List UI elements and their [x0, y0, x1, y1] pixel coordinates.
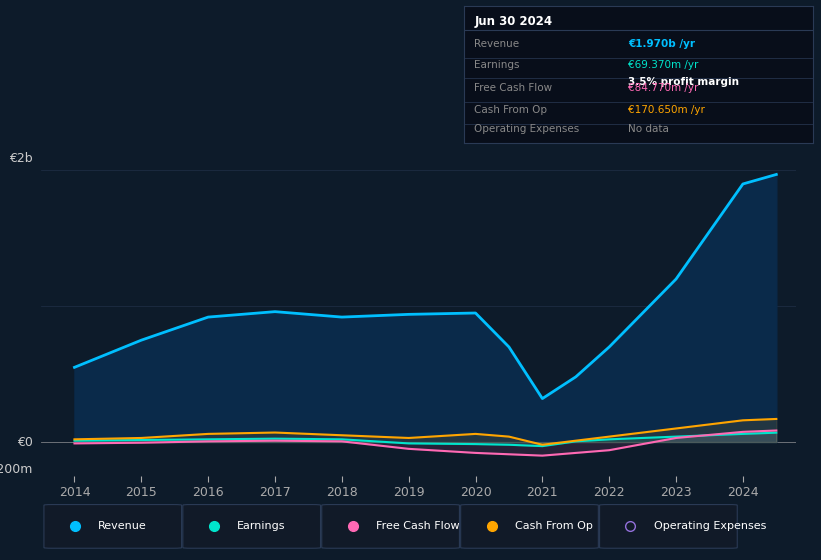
Text: Cash From Op: Cash From Op	[515, 521, 593, 531]
Text: Cash From Op: Cash From Op	[475, 105, 548, 115]
Text: Revenue: Revenue	[98, 521, 147, 531]
Text: Free Cash Flow: Free Cash Flow	[475, 83, 553, 93]
Text: €0: €0	[17, 436, 33, 449]
FancyBboxPatch shape	[599, 505, 737, 548]
Text: Operating Expenses: Operating Expenses	[475, 124, 580, 134]
Text: €170.650m /yr: €170.650m /yr	[628, 105, 704, 115]
Text: €1.970b /yr: €1.970b /yr	[628, 39, 695, 49]
Text: Earnings: Earnings	[237, 521, 286, 531]
Text: Jun 30 2024: Jun 30 2024	[475, 15, 553, 28]
Text: Operating Expenses: Operating Expenses	[654, 521, 766, 531]
Text: No data: No data	[628, 124, 669, 134]
Text: Free Cash Flow: Free Cash Flow	[376, 521, 460, 531]
Text: 3.5% profit margin: 3.5% profit margin	[628, 77, 739, 87]
FancyBboxPatch shape	[322, 505, 460, 548]
Text: Earnings: Earnings	[475, 59, 520, 69]
Text: €2b: €2b	[9, 152, 33, 165]
Text: €69.370m /yr: €69.370m /yr	[628, 59, 698, 69]
FancyBboxPatch shape	[461, 505, 599, 548]
FancyBboxPatch shape	[183, 505, 320, 548]
Text: Revenue: Revenue	[475, 39, 520, 49]
Text: -€200m: -€200m	[0, 463, 33, 475]
Text: €84.770m /yr: €84.770m /yr	[628, 83, 698, 93]
FancyBboxPatch shape	[44, 505, 181, 548]
